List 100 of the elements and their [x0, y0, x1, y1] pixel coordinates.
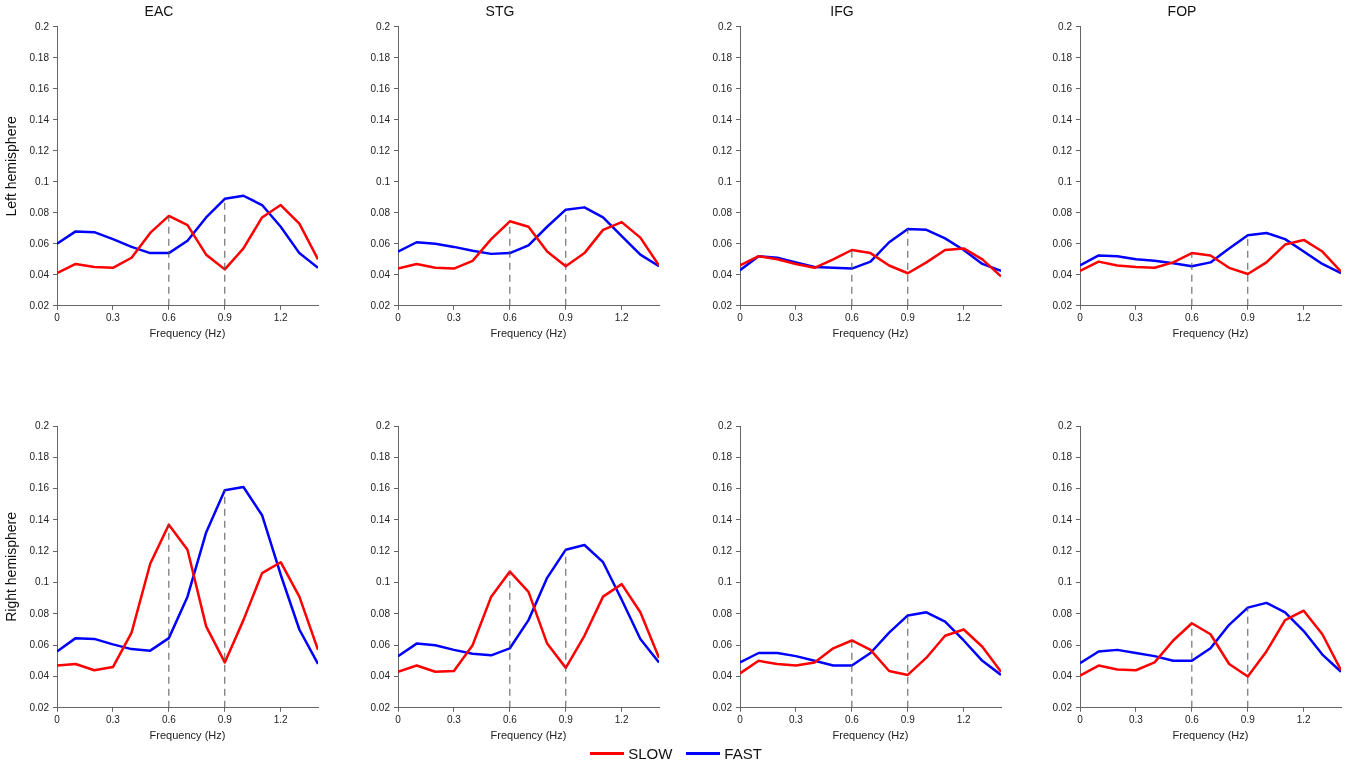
y-tick-label: 0.14 [29, 513, 50, 525]
y-tick-label: 0.12 [712, 544, 733, 556]
x-tick-label: 1.2 [956, 311, 972, 323]
y-tick-label: 0.14 [1052, 113, 1073, 125]
legend-label: FAST [724, 745, 762, 762]
y-tick-label: 0.18 [712, 51, 733, 63]
y-tick-label: 0.08 [1052, 206, 1073, 218]
x-axis-title: Frequency (Hz) [832, 327, 909, 340]
y-tick-label: 0.14 [712, 113, 733, 125]
y-tick-label: 0.2 [376, 20, 391, 32]
x-tick-label: 0 [1077, 311, 1084, 323]
x-tick-label: 1.2 [956, 713, 972, 725]
y-tick-label: 0.1 [1058, 175, 1073, 187]
x-tick-label: 0.6 [844, 713, 860, 725]
y-tick-label: 0.12 [370, 144, 391, 156]
y-tick-label: 0.16 [712, 482, 733, 494]
y-tick-label: 0.12 [1052, 544, 1073, 556]
y-tick-label: 0.12 [1052, 144, 1073, 156]
y-tick-label: 0.02 [712, 299, 733, 311]
x-axis-title: Frequency (Hz) [832, 729, 909, 742]
y-tick-label: 0.04 [370, 268, 391, 280]
x-tick-label: 0.3 [105, 713, 121, 725]
y-tick-label: 0.08 [370, 206, 391, 218]
chart-title: EAC [144, 3, 174, 20]
y-tick-label: 0.08 [29, 206, 50, 218]
x-tick-label: 0.9 [900, 311, 916, 323]
y-tick-label: 0.16 [29, 82, 50, 94]
x-tick-label: 1.2 [273, 713, 289, 725]
y-tick-label: 0.18 [370, 51, 391, 63]
y-tick-label: 0.04 [29, 670, 50, 682]
y-tick-label: 0.06 [1052, 638, 1073, 650]
y-tick-label: 0.08 [712, 607, 733, 619]
x-tick-label: 0.9 [1240, 311, 1256, 323]
x-tick-label: 0.9 [1240, 713, 1256, 725]
x-tick-label: 1.2 [1296, 311, 1312, 323]
x-tick-label: 0.3 [788, 713, 804, 725]
y-tick-label: 0.2 [718, 20, 733, 32]
y-tick-label: 0.2 [1058, 419, 1073, 431]
y-tick-label: 0.04 [1052, 670, 1073, 682]
y-tick-label: 0.16 [29, 482, 50, 494]
x-axis-title: Frequency (Hz) [1172, 327, 1249, 340]
x-tick-label: 0 [737, 311, 744, 323]
x-tick-label: 0.3 [1128, 713, 1144, 725]
y-tick-label: 0.06 [29, 237, 50, 249]
y-tick-label: 0.12 [712, 144, 733, 156]
y-tick-label: 0.02 [1052, 701, 1073, 713]
y-tick-label: 0.18 [1052, 51, 1073, 63]
y-tick-label: 0.16 [1052, 82, 1073, 94]
y-tick-label: 0.02 [29, 299, 50, 311]
x-tick-label: 0 [737, 713, 744, 725]
x-tick-label: 0.3 [788, 311, 804, 323]
x-tick-label: 0 [395, 311, 402, 323]
y-tick-label: 0.02 [370, 299, 391, 311]
x-tick-label: 0.6 [502, 713, 518, 725]
y-tick-label: 0.18 [29, 51, 50, 63]
x-tick-label: 0.9 [558, 311, 574, 323]
x-tick-label: 0 [54, 713, 61, 725]
x-tick-label: 0.6 [161, 311, 177, 323]
y-tick-label: 0.1 [376, 175, 391, 187]
y-tick-label: 0.1 [718, 576, 733, 588]
y-tick-label: 0.02 [1052, 299, 1073, 311]
y-tick-label: 0.14 [370, 513, 391, 525]
y-tick-label: 0.18 [29, 451, 50, 463]
chart-title: FOP [1167, 3, 1197, 20]
y-axis-title: Right hemisphere [3, 511, 20, 622]
x-tick-label: 0.3 [446, 713, 462, 725]
x-tick-label: 0.9 [217, 311, 233, 323]
y-tick-label: 0.02 [370, 701, 391, 713]
y-tick-label: 0.12 [29, 544, 50, 556]
x-axis-title: Frequency (Hz) [1172, 729, 1249, 742]
y-tick-label: 0.2 [1058, 20, 1073, 32]
y-tick-label: 0.1 [1058, 576, 1073, 588]
y-tick-label: 0.12 [29, 144, 50, 156]
y-tick-label: 0.04 [1052, 268, 1073, 280]
y-tick-label: 0.1 [718, 175, 733, 187]
x-tick-label: 1.2 [614, 713, 630, 725]
y-tick-label: 0.08 [370, 607, 391, 619]
y-tick-label: 0.16 [1052, 482, 1073, 494]
y-tick-label: 0.14 [1052, 513, 1073, 525]
y-tick-label: 0.02 [29, 701, 50, 713]
y-tick-label: 0.06 [712, 237, 733, 249]
x-tick-label: 1.2 [614, 311, 630, 323]
x-axis-title: Frequency (Hz) [490, 729, 567, 742]
y-tick-label: 0.04 [712, 268, 733, 280]
x-tick-label: 1.2 [273, 311, 289, 323]
y-tick-label: 0.14 [712, 513, 733, 525]
x-tick-label: 0.6 [161, 713, 177, 725]
chart-title: STG [485, 3, 515, 20]
y-tick-label: 0.04 [29, 268, 50, 280]
y-tick-label: 0.18 [1052, 451, 1073, 463]
y-tick-label: 0.14 [29, 113, 50, 125]
y-tick-label: 0.16 [370, 82, 391, 94]
y-tick-label: 0.08 [29, 607, 50, 619]
legend-label: SLOW [628, 745, 673, 762]
y-tick-label: 0.2 [376, 419, 391, 431]
x-tick-label: 0.9 [900, 713, 916, 725]
y-tick-label: 0.18 [370, 451, 391, 463]
y-tick-label: 0.1 [376, 576, 391, 588]
x-axis-title: Frequency (Hz) [149, 327, 226, 340]
y-tick-label: 0.08 [712, 206, 733, 218]
